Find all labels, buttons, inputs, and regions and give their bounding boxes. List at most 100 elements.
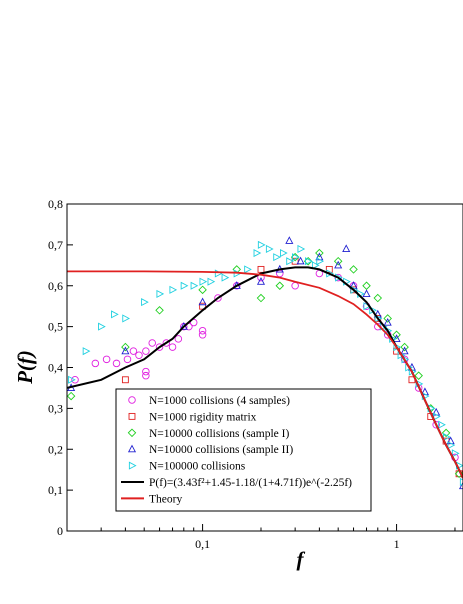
data-point [305,257,313,266]
y-tick-label: 0,1 [48,483,63,497]
data-point [286,257,294,266]
legend-box [115,388,372,512]
data-point [275,281,285,291]
data-point [256,277,266,285]
data-point [155,343,164,351]
data-point [102,355,111,364]
data-point [296,256,305,265]
data-point [129,347,138,355]
data-point [155,306,164,315]
data-point [111,310,119,319]
data-point [148,339,156,347]
legend-label: N=1000 rigidity matrix [149,411,257,423]
data-point [82,347,91,356]
data-point [141,298,149,307]
data-point [374,322,382,331]
data-point [135,351,143,359]
data-point [123,355,132,364]
data-point [311,261,320,270]
data-point [198,297,207,306]
data-point [291,282,299,290]
data-point [156,289,165,298]
data-point [142,347,150,355]
data-point [315,248,324,258]
data-point [198,331,207,339]
data-point [276,269,284,278]
data-point [67,391,76,401]
data-point [441,428,451,438]
legend-marker [127,444,137,453]
data-point [169,285,178,294]
data-point [199,277,208,286]
data-point [91,359,100,368]
data-point [198,326,207,335]
series-3 [67,248,463,479]
y-tick-label: 0,5 [48,320,63,334]
theory-curve-line [67,270,463,479]
data-point [292,253,300,262]
data-point [121,376,129,384]
y-tick-label: 0,2 [48,442,63,456]
data-point [207,277,216,286]
data-point [447,441,456,450]
data-point [443,432,451,442]
data-point [325,265,333,273]
data-point [333,256,343,266]
data-point [190,281,199,290]
data-point [256,293,266,303]
legend-label: N=10000 collisions (sample II) [149,444,293,456]
data-point [180,281,189,290]
axes-layer: 0 0,1 0,2 0,3 0,4 0,5 0,6 0,7 0,8 0,1 1 [48,197,456,551]
data-point [438,420,446,429]
data-point [334,260,343,269]
data-point [142,367,150,376]
data-point [214,269,223,278]
y-tick-label: 0 [57,524,63,538]
data-point [342,244,351,253]
data-point [168,343,177,351]
data-point [122,314,130,323]
data-point [451,449,460,458]
y-tick-label: 0,4 [48,361,63,375]
data-point [221,273,230,282]
x-tick-label: 1 [394,537,400,551]
data-point [400,346,409,355]
data-point [285,236,294,244]
data-point [400,342,409,352]
legend-label: N=100000 collisions [149,461,246,473]
y-tick-label: 0,3 [48,401,63,415]
legend-marker [128,461,137,470]
data-point [68,375,76,384]
data-point [362,281,371,291]
data-point [392,330,401,340]
legend: N=1000 collisions (4 samples) N=1000 rigi… [115,388,372,512]
data-point [112,359,121,368]
data-point [297,244,306,254]
data-point [214,294,222,302]
legend-label: N=1000 collisions (4 samples) [149,395,290,407]
x-tick-label: 0,1 [195,537,210,551]
data-point [316,257,324,266]
legend-label: P(f)=(3.43f²+1.45-1.18/(1+4.71f))e^(-2.2… [149,477,352,489]
data-point [142,371,150,380]
data-point [71,376,79,384]
data-point [121,346,130,355]
data-point [162,339,171,347]
data-point [98,322,106,331]
data-point [257,265,265,273]
data-point [265,244,274,254]
data-point [383,314,392,323]
legend-marker [128,396,136,404]
data-point [432,420,440,429]
data-point [373,293,383,303]
legend-marker [127,428,137,438]
data-point [383,317,392,326]
x-axis-label: f [297,547,306,571]
y-tick-label: 0,6 [48,279,63,293]
data-point [279,249,288,258]
data-point [459,477,463,486]
y-tick-label: 0,7 [48,238,63,252]
y-axis-label: P(f) [13,350,37,385]
